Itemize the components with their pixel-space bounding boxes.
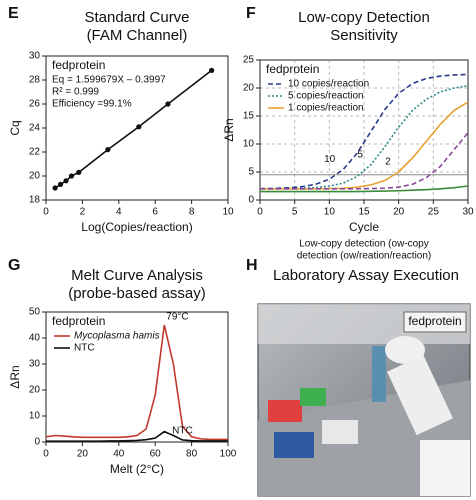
panel-letter: E bbox=[8, 5, 19, 22]
x-tick-label: 60 bbox=[150, 449, 162, 460]
curve-label: 10 bbox=[324, 154, 336, 165]
x-tick-label: 6 bbox=[152, 207, 158, 218]
x-axis-label: Cycle bbox=[349, 220, 379, 234]
legend-entry: 5 copies/reaction bbox=[288, 91, 364, 102]
x-tick-label: 0 bbox=[43, 207, 49, 218]
x-tick-label: 10 bbox=[222, 207, 234, 218]
y-axis-label: ΔRn bbox=[222, 118, 236, 141]
x-tick-label: 20 bbox=[77, 449, 89, 460]
lab-photo: fedprotein bbox=[257, 303, 471, 497]
annotation: fedprotein bbox=[266, 62, 319, 76]
photo-title: Laboratory Assay Execution bbox=[273, 267, 459, 284]
series-line bbox=[46, 430, 228, 443]
curve-label: 5 bbox=[357, 149, 363, 160]
annotation: fedprotein bbox=[52, 58, 105, 72]
x-axis-label: Melt (2°C) bbox=[110, 462, 164, 476]
x-tick-label: 5 bbox=[292, 207, 298, 218]
curve-label: NTC bbox=[172, 426, 193, 437]
series-line bbox=[260, 84, 469, 190]
caption: detection (ow/reation/reaction) bbox=[297, 251, 432, 262]
chart-title: (probe-based assay) bbox=[68, 285, 206, 302]
x-tick-label: 15 bbox=[358, 207, 370, 218]
x-tick-label: 100 bbox=[220, 449, 237, 460]
legend-entry: 1 copies/reaction bbox=[288, 103, 364, 114]
annotation: R² = 0.999 bbox=[52, 87, 99, 98]
y-tick-label: 0 bbox=[34, 437, 40, 448]
x-tick-label: 10 bbox=[324, 207, 336, 218]
x-tick-label: 0 bbox=[257, 207, 263, 218]
x-tick-label: 2 bbox=[80, 207, 86, 218]
y-tick-label: 10 bbox=[243, 139, 255, 150]
data-point bbox=[165, 101, 171, 107]
y-tick-label: 20 bbox=[29, 171, 41, 182]
series-line bbox=[260, 185, 469, 193]
data-point bbox=[209, 67, 215, 73]
caption: Low-copy detection (ow-copy bbox=[299, 239, 429, 250]
annotation: Eq = 1.599679X – 0.3997 bbox=[52, 75, 166, 86]
y-tick-label: 30 bbox=[29, 51, 41, 62]
data-point bbox=[76, 169, 82, 175]
panel-letter: F bbox=[246, 5, 256, 22]
legend-entry: Mycoplasma hamis bbox=[74, 331, 160, 342]
data-point bbox=[136, 124, 142, 130]
x-tick-label: 8 bbox=[189, 207, 195, 218]
plot-frame bbox=[45, 311, 229, 443]
y-tick-label: 20 bbox=[29, 385, 41, 396]
panel-letter: H bbox=[246, 257, 258, 274]
y-tick-label: 10 bbox=[29, 411, 41, 422]
y-tick-label: 25 bbox=[243, 55, 255, 66]
x-tick-label: 25 bbox=[428, 207, 440, 218]
chart-title: Sensitivity bbox=[330, 27, 398, 44]
chart-title: Melt Curve Analysis bbox=[71, 267, 203, 284]
y-tick-label: 22 bbox=[29, 147, 41, 158]
series-line bbox=[45, 324, 228, 441]
x-tick-label: 4 bbox=[116, 207, 122, 218]
y-tick-label: 20 bbox=[243, 83, 255, 94]
series-line bbox=[259, 73, 469, 190]
y-tick-label: 30 bbox=[29, 359, 41, 370]
panel-letter: G bbox=[8, 257, 20, 274]
x-tick-label: 40 bbox=[113, 449, 125, 460]
data-point bbox=[57, 181, 64, 187]
y-tick-label: 0 bbox=[248, 195, 254, 206]
legend-entry: 10 copies/reaction bbox=[288, 79, 369, 90]
chart-title: Standard Curve bbox=[84, 9, 189, 26]
x-axis-label: Log(Copies/reaction) bbox=[81, 220, 192, 234]
curve-label: 2 bbox=[385, 157, 391, 168]
data-point bbox=[52, 185, 58, 191]
peak-label: 79°C bbox=[166, 312, 188, 323]
x-tick-label: 30 bbox=[462, 207, 474, 218]
y-tick-label: 5 bbox=[248, 167, 254, 178]
series-line bbox=[260, 132, 469, 190]
x-tick-label: 20 bbox=[393, 207, 405, 218]
y-tick-label: 15 bbox=[243, 111, 255, 122]
y-axis-label: ΔRn bbox=[8, 365, 22, 388]
legend-entry: NTC bbox=[74, 343, 95, 354]
y-axis-label: Cq bbox=[8, 120, 22, 135]
chart-title: (FAM Channel) bbox=[87, 27, 188, 44]
data-point bbox=[68, 173, 75, 179]
x-tick-label: 80 bbox=[186, 449, 198, 460]
y-tick-label: 24 bbox=[29, 123, 41, 134]
photo-badge: fedprotein bbox=[408, 314, 461, 328]
y-tick-label: 50 bbox=[29, 307, 41, 318]
y-tick-label: 18 bbox=[29, 195, 41, 206]
data-point bbox=[63, 178, 69, 184]
y-tick-label: 28 bbox=[29, 75, 41, 86]
y-tick-label: 26 bbox=[29, 99, 41, 110]
data-point bbox=[105, 147, 111, 153]
annotation: fedprotein bbox=[52, 314, 105, 328]
x-tick-label: 0 bbox=[43, 449, 49, 460]
y-tick-label: 40 bbox=[29, 333, 41, 344]
annotation: Efficiency =99.1% bbox=[52, 99, 132, 110]
chart-title: Low-copy Detection bbox=[298, 9, 430, 26]
